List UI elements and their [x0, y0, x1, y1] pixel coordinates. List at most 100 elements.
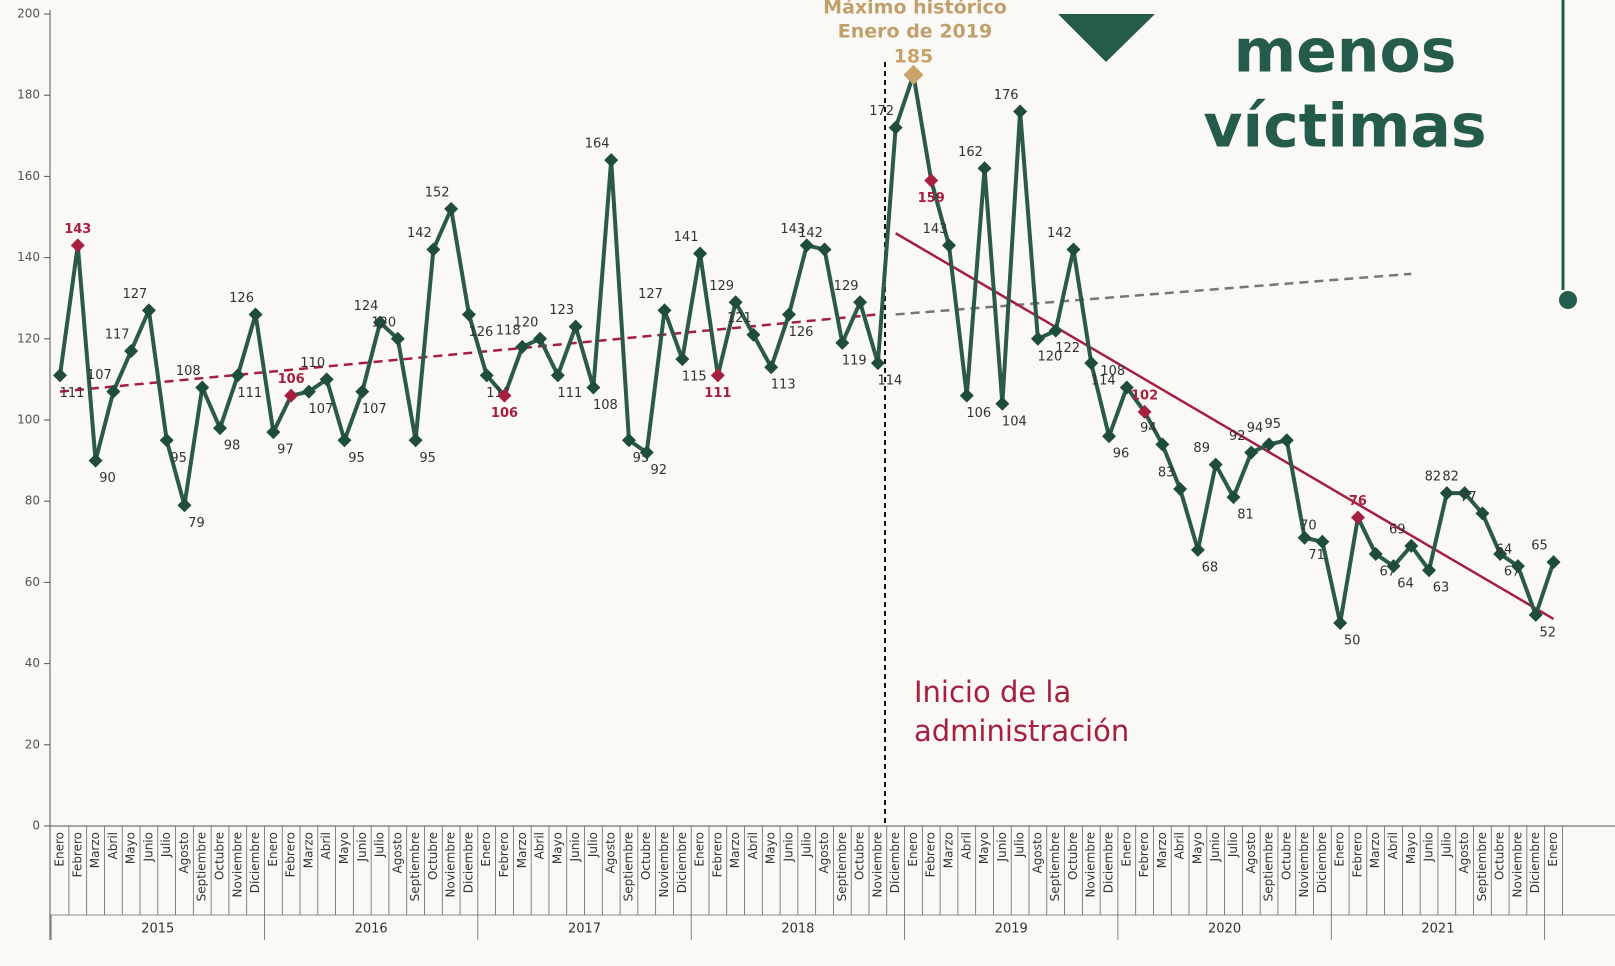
x-tick-label: Febrero	[497, 832, 511, 877]
x-tick-label: Noviembre	[1297, 832, 1311, 898]
value-label: 115	[682, 370, 707, 385]
value-label: 94	[1140, 421, 1157, 436]
x-tick-label: Febrero	[70, 832, 84, 877]
value-label: 120	[514, 315, 539, 330]
x-tick-label: Abril	[1386, 832, 1400, 859]
value-label: 111	[557, 386, 582, 401]
x-tick-label: Junio	[141, 832, 155, 862]
value-label: 108	[176, 364, 201, 379]
x-tick-label: Septiembre	[195, 832, 209, 901]
value-label: 113	[771, 378, 796, 393]
value-label: 127	[638, 287, 663, 302]
value-label: 68	[1202, 560, 1219, 575]
y-tick-label: 200	[17, 7, 40, 21]
x-tick-label: Noviembre	[1084, 832, 1098, 898]
value-label: 124	[354, 299, 379, 314]
x-tick-label: Diciembre	[1102, 832, 1116, 893]
value-label: 127	[122, 287, 147, 302]
x-tick-label: Agosto	[177, 832, 191, 873]
y-tick-label: 100	[17, 413, 40, 427]
x-tick-label: Agosto	[1457, 832, 1471, 873]
value-label: 81	[1237, 508, 1254, 523]
value-label: 65	[1531, 539, 1548, 554]
x-tick-label: Marzo	[515, 832, 529, 868]
x-tick-label: Agosto	[1030, 832, 1044, 873]
value-label: 104	[1002, 414, 1027, 429]
value-label: 95	[419, 451, 436, 466]
x-tick-label: Febrero	[924, 832, 938, 877]
value-label: 143	[64, 222, 91, 237]
value-label: 108	[1100, 364, 1125, 379]
year-label: 2017	[568, 922, 601, 937]
y-tick-label: 80	[25, 494, 40, 508]
value-label: 79	[188, 516, 205, 531]
value-label: 70	[1300, 518, 1317, 533]
peak-annotation: Enero de 2019	[838, 21, 992, 43]
value-label: 119	[842, 353, 867, 368]
x-tick-label: Julio	[1013, 832, 1027, 858]
x-tick-label: Marzo	[1368, 832, 1382, 868]
x-tick-label: Febrero	[284, 832, 298, 877]
x-tick-label: Marzo	[88, 832, 102, 868]
x-tick-label: Junio	[1208, 832, 1222, 862]
value-label: 114	[877, 374, 902, 389]
value-label: 83	[1158, 466, 1175, 481]
value-label: 126	[229, 291, 254, 306]
x-tick-label: Septiembre	[408, 832, 422, 901]
value-label: 107	[362, 402, 387, 417]
value-label: 90	[99, 471, 116, 486]
x-tick-label: Octubre	[853, 832, 867, 880]
x-tick-label: Diciembre	[1315, 832, 1329, 893]
x-tick-label: Junio	[1422, 832, 1436, 862]
x-tick-label: Julio	[1226, 832, 1240, 858]
y-tick-label: 120	[17, 331, 40, 345]
year-label: 2019	[995, 922, 1028, 937]
x-tick-label: Septiembre	[835, 832, 849, 901]
x-tick-label: Octubre	[639, 832, 653, 880]
value-label: 176	[994, 88, 1019, 103]
x-tick-label: Octubre	[1066, 832, 1080, 880]
value-label: 142	[798, 226, 823, 241]
x-tick-label: Abril	[959, 832, 973, 859]
x-tick-label: Octubre	[1279, 832, 1293, 880]
value-label: 142	[407, 226, 432, 241]
x-tick-label: Abril	[319, 832, 333, 859]
x-tick-label: Mayo	[124, 832, 138, 864]
value-label: 63	[1433, 581, 1450, 596]
x-tick-label: Junio	[355, 832, 369, 862]
value-label: 129	[834, 279, 859, 294]
x-tick-label: Diciembre	[1528, 832, 1542, 893]
value-label: 95	[170, 451, 187, 466]
value-label: 185	[894, 45, 934, 67]
value-label: 95	[348, 451, 365, 466]
value-label: 123	[549, 303, 574, 318]
x-tick-label: Enero	[479, 832, 493, 867]
x-tick-label: Abril	[533, 832, 547, 859]
value-label: 108	[593, 398, 618, 413]
value-label: 143	[923, 222, 948, 237]
y-tick-label: 20	[25, 737, 40, 751]
x-tick-label: Agosto	[1244, 832, 1258, 873]
value-label: 117	[105, 327, 130, 342]
value-label: 96	[1113, 447, 1130, 462]
x-tick-label: Octubre	[213, 832, 227, 880]
y-tick-label: 60	[25, 575, 40, 589]
x-tick-label: Noviembre	[870, 832, 884, 898]
x-tick-label: Marzo	[1155, 832, 1169, 868]
value-label: 102	[1131, 388, 1158, 403]
x-tick-label: Febrero	[710, 832, 724, 877]
x-tick-label: Enero	[53, 832, 67, 867]
year-label: 2015	[141, 922, 174, 937]
x-tick-label: Abril	[746, 832, 760, 859]
x-tick-label: Diciembre	[675, 832, 689, 893]
x-tick-label: Agosto	[817, 832, 831, 873]
x-tick-label: Octubre	[426, 832, 440, 880]
x-tick-label: Enero	[1333, 832, 1347, 867]
value-label: 97	[277, 443, 294, 458]
bracket-dot	[1559, 291, 1577, 309]
x-tick-label: Noviembre	[1510, 832, 1524, 898]
x-tick-label: Julio	[799, 832, 813, 858]
year-label: 2018	[781, 922, 814, 937]
value-label: 92	[1229, 429, 1246, 444]
value-label: 69	[1389, 522, 1406, 537]
